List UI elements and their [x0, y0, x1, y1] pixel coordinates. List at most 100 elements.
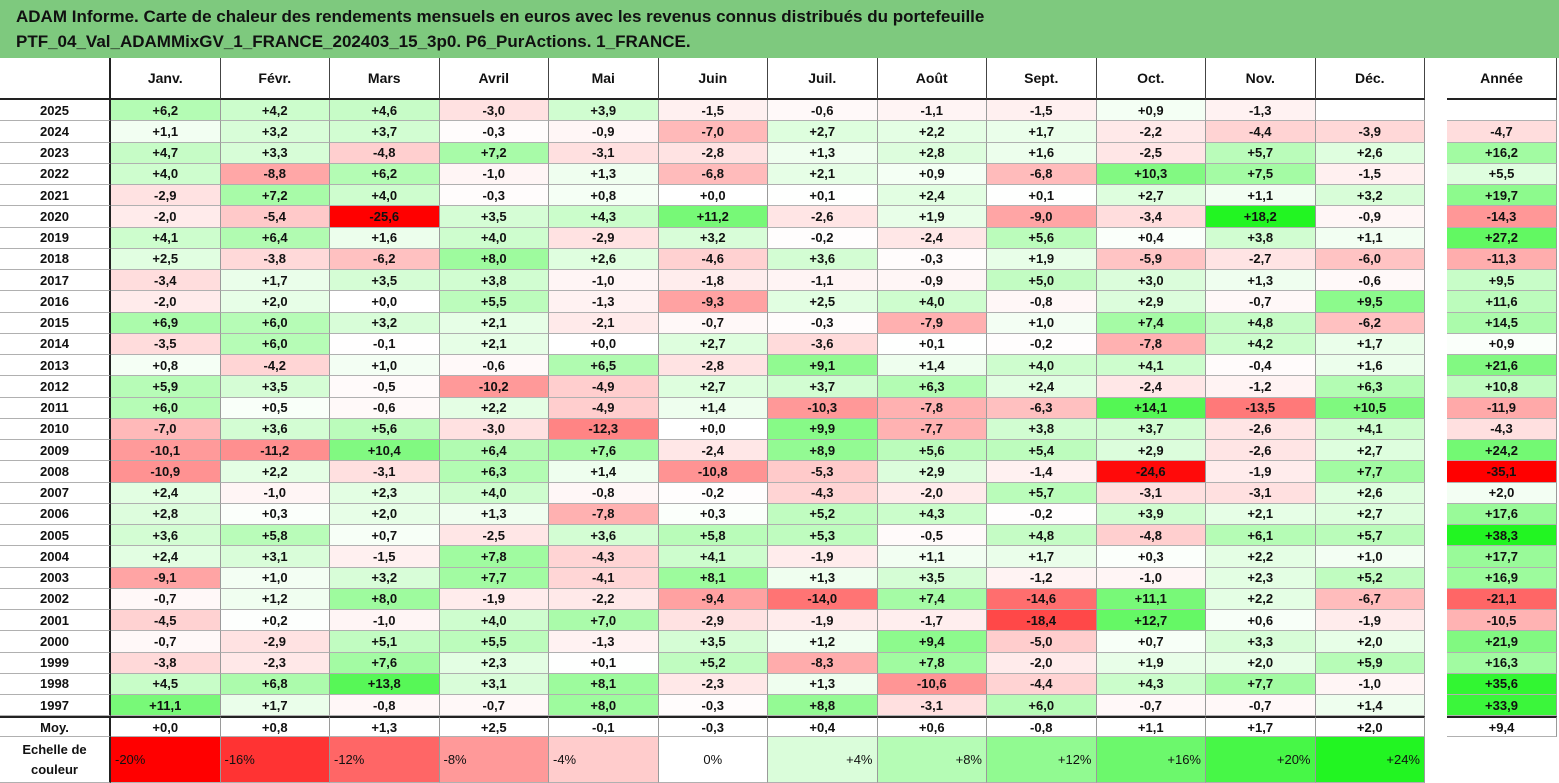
heatmap-cell: -1,0: [1315, 673, 1425, 695]
heatmap-cell: +7,2: [439, 142, 549, 164]
heatmap-cell: +2,5: [111, 248, 221, 270]
heatmap-cell: +2,3: [330, 482, 440, 504]
heatmap-cell: -1,2: [1206, 376, 1316, 398]
heatmap-cell: +1,0: [1315, 546, 1425, 568]
heatmap-cell: +8,0: [330, 588, 440, 610]
annual-cell: -11,3: [1447, 248, 1557, 270]
heatmap-cell: -1,1: [768, 270, 878, 292]
heatmap-cell: +1,1: [877, 546, 987, 568]
heatmap-cell: +2,4: [111, 546, 221, 568]
heatmap-cell: +4,1: [1315, 418, 1425, 440]
annual-cell: +14,5: [1447, 312, 1557, 334]
heatmap-cell: +1,4: [549, 461, 659, 483]
heatmap-cell: +11,1: [1096, 588, 1206, 610]
heatmap-cell: +3,6: [549, 525, 659, 547]
annual-cell: +16,3: [1447, 652, 1557, 674]
heatmap-cell: -0,6: [439, 355, 549, 377]
heatmap-cell: -12,3: [549, 418, 659, 440]
heatmap-cell: -1,0: [220, 482, 330, 504]
heatmap-cell: -0,7: [658, 312, 768, 334]
heatmap-cell: -0,7: [1206, 695, 1316, 717]
heatmap-cell: -7,0: [111, 418, 221, 440]
heatmap-cell: -3,4: [111, 270, 221, 292]
heatmap-cell: -7,7: [877, 418, 987, 440]
heatmap-cell: -3,4: [1096, 206, 1206, 228]
heatmap-cell: +6,5: [549, 355, 659, 377]
heatmap-cell: +0,0: [658, 418, 768, 440]
average-cell: +0,8: [220, 716, 330, 738]
heatmap-cell: +11,1: [111, 695, 221, 717]
heatmap-cell: -6,8: [987, 163, 1097, 185]
column-header-3: Mars: [330, 58, 440, 100]
heatmap-cell: +8,1: [658, 567, 768, 589]
color-scale-label-line-2: couleur: [31, 761, 78, 777]
heatmap-cell: +7,7: [1315, 461, 1425, 483]
heatmap-cell: +1,1: [1315, 227, 1425, 249]
heatmap-cell: -5,9: [1096, 248, 1206, 270]
annual-cell: +21,9: [1447, 631, 1557, 653]
heatmap-cell: +6,0: [220, 333, 330, 355]
heatmap-cell: +7,6: [549, 440, 659, 462]
annual-cell: +10,8: [1447, 376, 1557, 398]
heatmap-cell: +5,6: [987, 227, 1097, 249]
annual-cell: +9,5: [1447, 270, 1557, 292]
heatmap-cell: +1,9: [877, 206, 987, 228]
heatmap-cell: -4,9: [549, 397, 659, 419]
heatmap-cell: +2,7: [768, 121, 878, 143]
heatmap-cell: +2,4: [877, 185, 987, 207]
heatmap-cell: -10,3: [768, 397, 878, 419]
heatmap-cell: +6,4: [439, 440, 549, 462]
heatmap-cell: +2,1: [768, 163, 878, 185]
heatmap-cell: -4,6: [658, 248, 768, 270]
heatmap-cell: -4,4: [987, 673, 1097, 695]
heatmap-cell: +18,2: [1206, 206, 1316, 228]
heatmap-cell: -3,0: [439, 418, 549, 440]
heatmap-cell: +8,1: [549, 673, 659, 695]
heatmap-cell: -5,0: [987, 631, 1097, 653]
average-annual-cell: +9,4: [1447, 716, 1557, 738]
heatmap-cell: -10,8: [658, 461, 768, 483]
color-scale-swatch: +8%: [877, 737, 987, 783]
heatmap-cell: +3,2: [330, 567, 440, 589]
heatmap-cell: +3,5: [439, 206, 549, 228]
heatmap-cell: +1,7: [220, 270, 330, 292]
annual-cell: +16,2: [1447, 142, 1557, 164]
average-cell: +0,6: [877, 716, 987, 738]
heatmap-cell: -1,0: [439, 163, 549, 185]
heatmap-grid: Janv. Févr. Mars Avril Mai Juin Juil. Août Sept.…: [0, 58, 1559, 783]
heatmap-cell: +7,8: [439, 546, 549, 568]
row-year-label: 2020: [0, 206, 111, 228]
heatmap-cell: +1,6: [987, 142, 1097, 164]
heatmap-cell: -6,8: [658, 163, 768, 185]
heatmap-cell: -9,3: [658, 291, 768, 313]
row-year-label: 2016: [0, 291, 111, 313]
heatmap-cell: +5,2: [768, 503, 878, 525]
heatmap-cell: +0,8: [549, 185, 659, 207]
row-year-label: 2017: [0, 270, 111, 292]
heatmap-cell: +4,3: [549, 206, 659, 228]
heatmap-cell: -4,8: [330, 142, 440, 164]
annual-cell: -35,1: [1447, 461, 1557, 483]
row-year-label: 2010: [0, 418, 111, 440]
heatmap-cell: -14,0: [768, 588, 878, 610]
heatmap-cell: -0,7: [111, 588, 221, 610]
heatmap-cell: +6,8: [220, 673, 330, 695]
column-header-5: Mai: [549, 58, 659, 100]
heatmap-cell: +2,3: [439, 652, 549, 674]
heatmap-cell: +6,2: [111, 100, 221, 122]
heatmap-cell: +2,4: [987, 376, 1097, 398]
heatmap-cell: +1,1: [111, 121, 221, 143]
heatmap-cell: +2,8: [111, 503, 221, 525]
heatmap-cell: -2,8: [658, 355, 768, 377]
color-scale-swatch: -20%: [111, 737, 221, 783]
heatmap-cell: +2,1: [439, 333, 549, 355]
heatmap-cell: +6,1: [1206, 525, 1316, 547]
average-cell: +1,7: [1206, 716, 1316, 738]
heatmap-cell: -1,5: [987, 100, 1097, 122]
heatmap-cell: -8,8: [220, 163, 330, 185]
heatmap-cell: +7,7: [1206, 673, 1316, 695]
heatmap-cell: +0,1: [987, 185, 1097, 207]
color-scale-swatch: +16%: [1096, 737, 1206, 783]
average-cell: -0,1: [549, 716, 659, 738]
annual-cell: +17,7: [1447, 546, 1557, 568]
